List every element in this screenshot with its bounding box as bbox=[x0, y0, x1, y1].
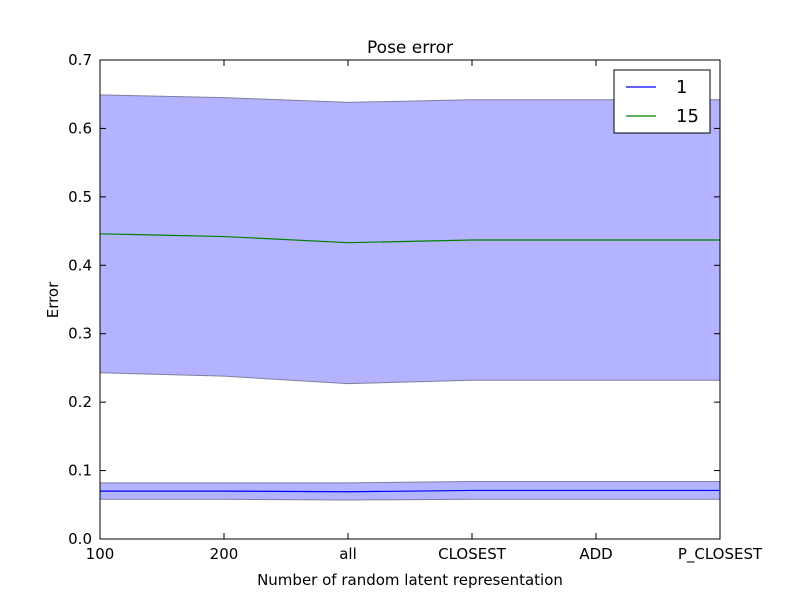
y-tick-label: 0.2 bbox=[68, 393, 92, 411]
legend-box bbox=[613, 69, 711, 134]
legend: 115 bbox=[613, 69, 711, 134]
x-axis-label: Number of random latent representation bbox=[257, 571, 563, 589]
y-tick-label: 0.5 bbox=[68, 188, 92, 206]
x-tick-label: ADD bbox=[579, 545, 612, 563]
y-tick-label: 0.3 bbox=[68, 325, 92, 343]
legend-label-15: 15 bbox=[676, 106, 699, 127]
x-tick-label: all bbox=[339, 545, 357, 563]
chart-title: Pose error bbox=[367, 38, 453, 58]
x-tick-label: P_CLOSEST bbox=[678, 545, 763, 564]
y-tick-label: 0.6 bbox=[68, 119, 92, 137]
y-tick-label: 0.0 bbox=[68, 530, 92, 548]
y-tick-label: 0.4 bbox=[68, 256, 92, 274]
y-tick-label: 0.1 bbox=[68, 462, 92, 480]
y-tick-label: 0.7 bbox=[68, 51, 92, 69]
series-line-15 bbox=[99, 233, 720, 244]
series-line-1 bbox=[100, 489, 720, 493]
band-lower-edge-series-15 bbox=[99, 372, 720, 385]
y-axis-ticks: 0.0 0.1 0.2 0.3 0.4 0.5 0.6 0.7 bbox=[68, 51, 720, 548]
plot-frame bbox=[99, 59, 721, 540]
error-band-series-15 bbox=[100, 94, 720, 384]
x-tick-label: 200 bbox=[210, 545, 239, 563]
x-axis-ticks: 100 200 all CLOSEST ADD P_CLOSEST bbox=[86, 60, 763, 564]
x-tick-label: 100 bbox=[86, 545, 115, 563]
y-axis-label: Error bbox=[44, 281, 62, 318]
band-upper-edge-series-1 bbox=[100, 481, 720, 484]
x-tick-label: CLOSEST bbox=[438, 545, 507, 563]
band-lower-edge-series-1 bbox=[100, 498, 720, 501]
legend-label-1: 1 bbox=[676, 77, 687, 98]
series-lines bbox=[99, 233, 720, 493]
